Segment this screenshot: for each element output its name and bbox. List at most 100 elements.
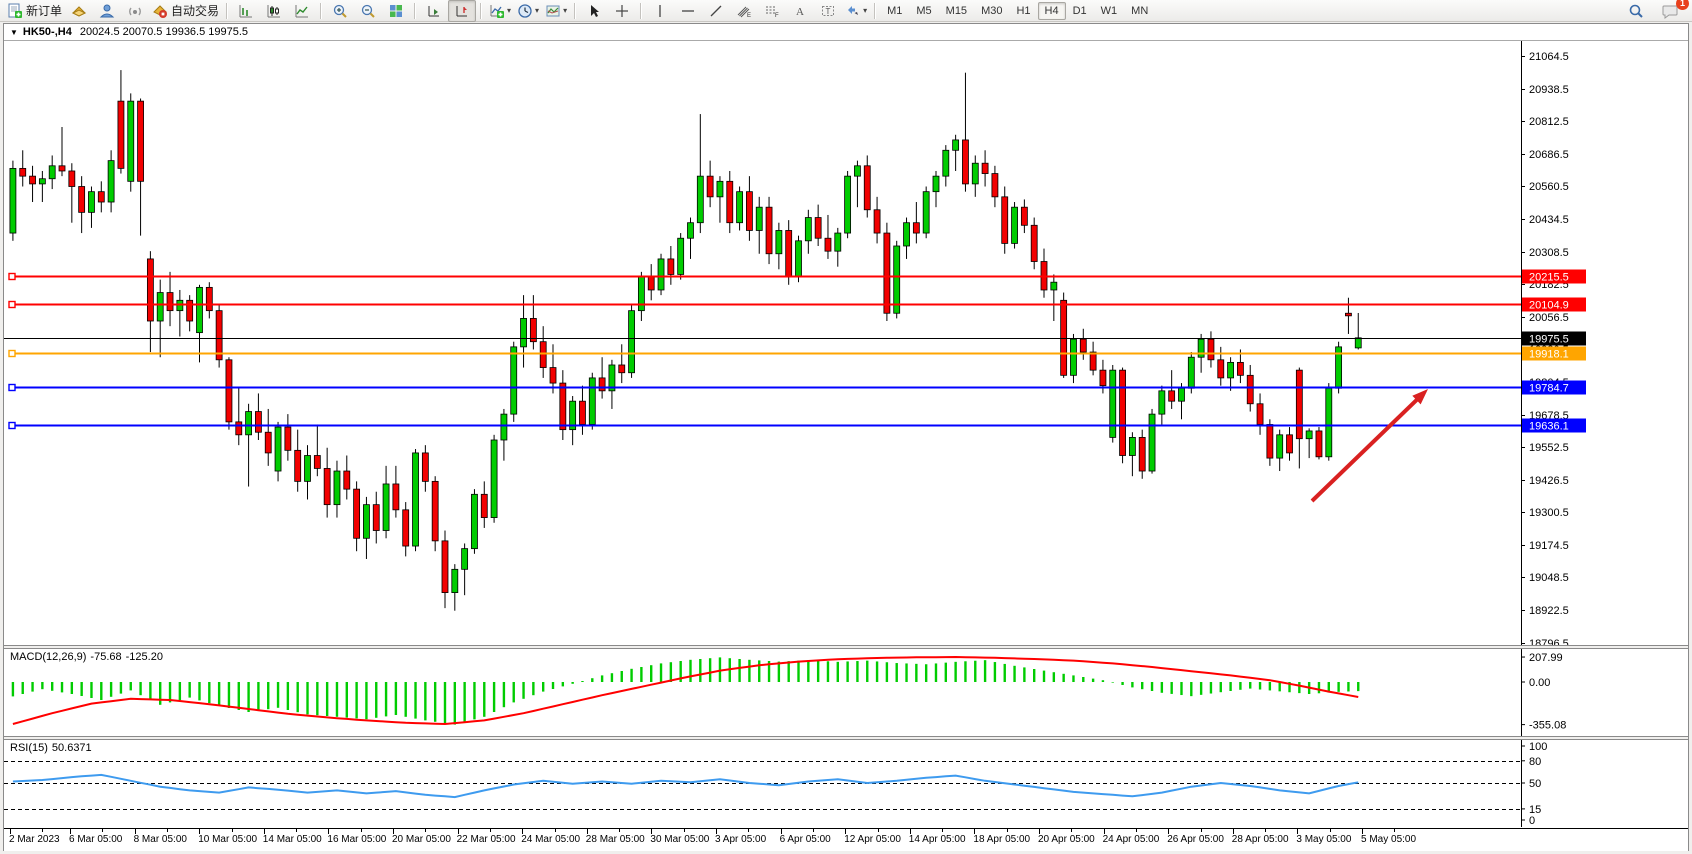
fibonacci-tool-button[interactable]: F xyxy=(758,0,786,22)
time-axis-label: 2 Mar 2023 xyxy=(9,834,60,845)
macd-svg[interactable]: 207.99 0.00 -355.08 xyxy=(4,649,1688,736)
time-axis-tick xyxy=(780,829,782,834)
line-chart-button[interactable] xyxy=(288,0,316,22)
svg-text:20812.5: 20812.5 xyxy=(1529,116,1569,128)
svg-text:19918.1: 19918.1 xyxy=(1529,349,1569,361)
vertical-line-tool-button[interactable] xyxy=(646,0,674,22)
timeframe-d1-button[interactable]: D1 xyxy=(1072,4,1087,17)
chart-symbol-title: HK50-,H4 xyxy=(22,26,72,38)
time-axis-tick xyxy=(393,829,394,834)
toolbar-separator xyxy=(480,2,483,19)
signals-button[interactable] xyxy=(121,0,149,22)
time-axis-minor-tick xyxy=(231,829,233,832)
community-button[interactable] xyxy=(93,0,121,22)
time-axis-tick xyxy=(845,829,847,834)
templates-button[interactable]: ▾ xyxy=(542,0,570,22)
text-label-tool-button[interactable]: T xyxy=(814,0,842,22)
time-axis-label: 3 May 05:00 xyxy=(1296,834,1352,845)
zoom-in-button[interactable] xyxy=(326,0,354,22)
timeframe-m15-button[interactable]: M15 xyxy=(945,4,968,17)
fibonacci-icon: F xyxy=(766,6,779,19)
template-chart-icon xyxy=(546,5,560,16)
price-chart-panel[interactable]: 21064.5 20938.5 20812.5 20686.5 20560.5 20434… xyxy=(4,41,1688,650)
time-axis-tick xyxy=(909,829,911,834)
line-chart-icon xyxy=(295,4,309,17)
time-axis-label: 30 Mar 05:00 xyxy=(650,834,710,845)
macd-panel[interactable]: 207.99 0.00 -355.08 xyxy=(4,649,1688,736)
time-axis-tick xyxy=(199,829,201,834)
arrows-tool-button[interactable]: ▾ xyxy=(842,0,870,22)
horizontal-level-lines[interactable]: 20215.5 20104.9 19975.5 19918.1 19784.7 19636… xyxy=(4,269,1586,433)
rsi-svg[interactable]: 100 80 50 150 xyxy=(4,740,1688,827)
time-axis-label: 10 Mar 05:00 xyxy=(198,834,258,845)
time-axis-minor-tick xyxy=(102,829,104,832)
svg-text:20215.5: 20215.5 xyxy=(1529,272,1569,284)
macd-histogram xyxy=(11,657,1360,725)
svg-text:20938.5: 20938.5 xyxy=(1529,84,1569,96)
svg-text:20104.9: 20104.9 xyxy=(1529,300,1569,312)
dropdown-arrow-icon[interactable]: ▾ xyxy=(507,6,512,15)
cursor-tool-button[interactable] xyxy=(580,0,608,22)
dropdown-arrow-icon[interactable]: ▾ xyxy=(863,6,868,15)
new-order-button[interactable]: 新订单 xyxy=(4,0,65,22)
svg-text:19784.7: 19784.7 xyxy=(1529,383,1569,395)
market-button[interactable] xyxy=(65,0,93,22)
toolbar-separator xyxy=(574,2,577,19)
tile-windows-button[interactable] xyxy=(382,0,410,22)
rsi-panel[interactable]: 100 80 50 15 0 xyxy=(4,740,1688,827)
time-axis-label: 28 Apr 05:00 xyxy=(1231,834,1289,845)
timeframe-m1-button[interactable]: M1 xyxy=(887,4,903,17)
chart-titlebar[interactable]: ▼ HK50-,H4 20024.5 20070.5 19936.5 19975… xyxy=(4,24,1688,41)
chart-dropdown-icon[interactable]: ▼ xyxy=(10,27,18,37)
time-axis[interactable]: 2 Mar 2023 6 Mar 05:00 8 Mar 05:00 10 Mar 0… xyxy=(4,828,1688,851)
time-axis-tick xyxy=(1232,829,1234,834)
text-icon: A xyxy=(796,6,804,18)
search-button[interactable] xyxy=(1622,0,1650,22)
price-tag-19784.7 xyxy=(1522,380,1586,395)
arrows-tool-icon xyxy=(848,5,859,15)
time-axis-minor-tick xyxy=(166,829,168,832)
time-axis-tick xyxy=(1362,829,1363,834)
svg-text:19048.5: 19048.5 xyxy=(1529,572,1569,584)
indicators-button[interactable]: ▾ xyxy=(486,0,514,22)
auto-trading-button[interactable]: 自动交易 xyxy=(149,0,222,22)
periods-button[interactable]: ▾ xyxy=(514,0,542,22)
trend-arrow-annotation[interactable] xyxy=(1310,389,1428,503)
candlestick-chart-icon xyxy=(267,4,281,17)
horizontal-line-tool-button[interactable] xyxy=(674,0,702,22)
time-axis-minor-tick xyxy=(1071,829,1073,832)
candlestick-chart-button[interactable] xyxy=(260,0,288,22)
time-axis-tick xyxy=(974,829,976,834)
equidistant-channel-tool-button[interactable]: E xyxy=(730,0,758,22)
dropdown-arrow-icon[interactable]: ▾ xyxy=(563,6,568,15)
macd-label: MACD(12,26,9) -75.68 -125.20 xyxy=(10,651,167,663)
bar-chart-button[interactable] xyxy=(232,0,260,22)
crosshair-tool-button[interactable] xyxy=(608,0,636,22)
trendline-tool-button[interactable] xyxy=(702,0,730,22)
price-tag-19975.5 xyxy=(1522,331,1586,346)
time-axis-minor-tick xyxy=(554,829,556,832)
svg-text:21064.5: 21064.5 xyxy=(1529,51,1569,63)
timeframe-m5-button[interactable]: M5 xyxy=(916,4,932,17)
rsi-value: 50.6371 xyxy=(51,742,92,754)
notifications-button[interactable]: 1 xyxy=(1656,0,1689,22)
svg-text:T: T xyxy=(826,7,831,16)
panel-splitter[interactable] xyxy=(4,736,1688,740)
price-chart-svg[interactable]: 21064.5 20938.5 20812.5 20686.5 20560.5 20434… xyxy=(4,41,1688,650)
dropdown-arrow-icon[interactable]: ▾ xyxy=(535,6,540,15)
timeframe-w1-button[interactable]: W1 xyxy=(1100,4,1118,17)
zoom-out-button[interactable] xyxy=(354,0,382,22)
timeframe-h4-button[interactable]: H4 xyxy=(1037,1,1066,20)
chart-shift-button[interactable] xyxy=(448,0,477,22)
text-tool-button[interactable]: A xyxy=(786,0,814,22)
svg-text:19300.5: 19300.5 xyxy=(1529,507,1569,519)
timeframe-h1-button[interactable]: H1 xyxy=(1016,4,1031,17)
timeframe-m30-button[interactable]: M30 xyxy=(981,4,1003,17)
timeframe-mn-button[interactable]: MN xyxy=(1131,4,1149,17)
panel-splitter[interactable] xyxy=(4,645,1688,649)
time-axis-label: 5 May 05:00 xyxy=(1361,834,1417,845)
auto-scroll-button[interactable] xyxy=(420,0,448,22)
bar-chart-icon xyxy=(239,4,253,17)
svg-text:100: 100 xyxy=(1529,741,1547,753)
